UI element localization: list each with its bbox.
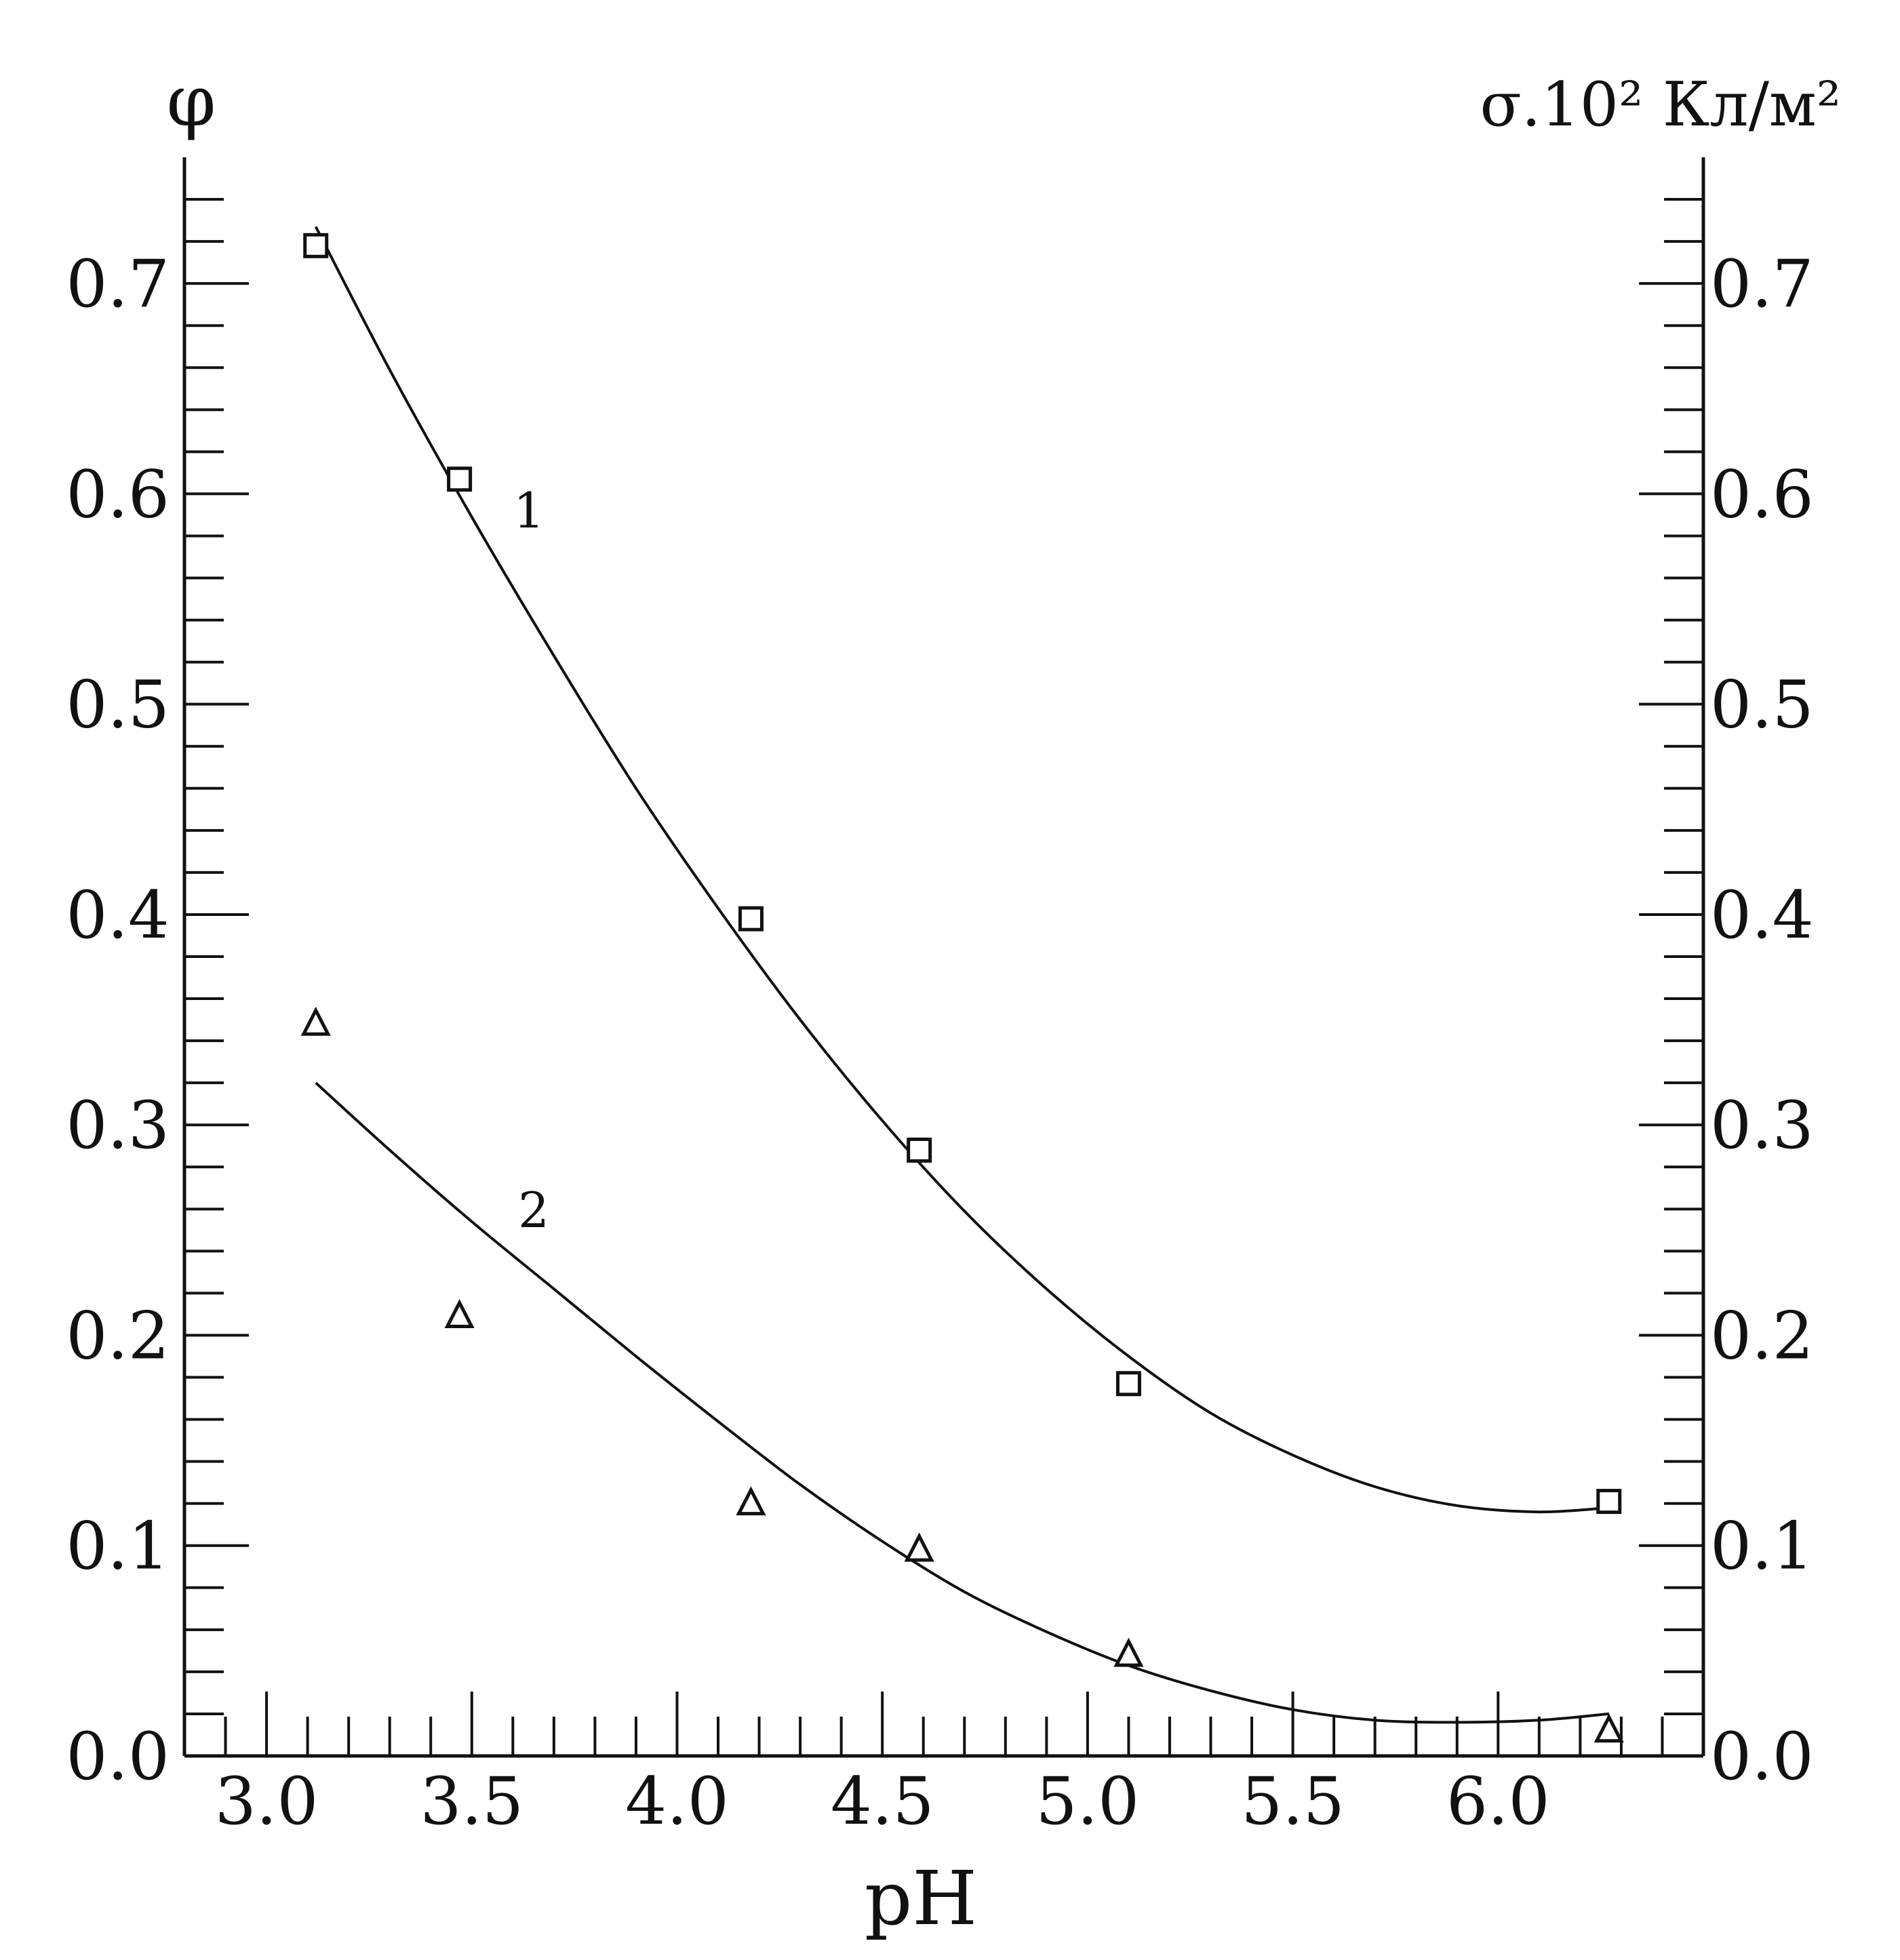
y-tick-label-right: 0.5 <box>1710 667 1814 743</box>
series-1-point <box>1115 1371 1141 1397</box>
series-1-label: 1 <box>513 482 545 539</box>
x-tick-label: 3.0 <box>215 1763 319 1839</box>
x-tick-label: 5.0 <box>1036 1763 1140 1839</box>
y-tick-label-left: 0.4 <box>66 877 170 953</box>
series-2-label: 2 <box>518 1182 549 1239</box>
x-tick-label: 6.0 <box>1446 1763 1550 1839</box>
series-1-point <box>447 466 473 492</box>
y-axis-right-title: σ.10² Кл/м² <box>1480 69 1842 140</box>
series-1-point <box>907 1137 932 1163</box>
series-1-point <box>738 906 764 932</box>
series-2-point <box>300 1006 331 1036</box>
series-1-point <box>1596 1489 1622 1515</box>
y-axis-left-title: φ <box>167 60 216 142</box>
y-tick-label-right: 0.6 <box>1710 456 1814 532</box>
y-tick-label-left: 0.1 <box>66 1508 170 1584</box>
y-tick-label-right: 0.7 <box>1710 246 1814 322</box>
y-tick-label-left: 0.2 <box>66 1298 170 1374</box>
axis-ticks <box>183 198 1705 1757</box>
y-tick-label-right: 0.0 <box>1710 1719 1814 1795</box>
y-tick-label-right: 0.3 <box>1710 1087 1814 1163</box>
x-axis-title: pH <box>865 1855 977 1942</box>
data-markers <box>300 233 1624 1743</box>
series-2-point <box>736 1486 766 1516</box>
axes-frame <box>182 157 1705 1758</box>
y-tick-label-left: 0.0 <box>66 1719 170 1795</box>
y-tick-label-left: 0.7 <box>66 246 170 322</box>
series-2-point <box>444 1299 475 1329</box>
x-tick-label: 5.5 <box>1241 1763 1345 1839</box>
x-tick-label: 3.5 <box>420 1763 523 1839</box>
series-1-point <box>303 233 329 258</box>
series-2-point <box>1594 1713 1624 1743</box>
tick-labels: 0.0 0.0 0.1 0.1 0.2 0.2 0.3 0.3 0.4 0.4 0.5 0.5 0.6 0… <box>66 246 1813 1839</box>
series-1-fit-curve <box>314 226 1609 1514</box>
y-tick-label-left: 0.3 <box>66 1087 170 1163</box>
series-2-point <box>1113 1637 1144 1667</box>
series-2-point <box>904 1532 934 1562</box>
y-tick-label-right: 0.4 <box>1710 877 1814 953</box>
y-tick-label-right: 0.2 <box>1710 1298 1814 1374</box>
x-tick-label: 4.5 <box>831 1763 934 1839</box>
x-tick-label: 4.0 <box>625 1763 729 1839</box>
y-tick-label-left: 0.5 <box>66 667 170 743</box>
series-2-fit-curve <box>315 1081 1609 1724</box>
y-tick-label-right: 0.1 <box>1710 1508 1814 1584</box>
fit-curves <box>314 226 1609 1724</box>
y-tick-label-left: 0.6 <box>66 456 170 532</box>
